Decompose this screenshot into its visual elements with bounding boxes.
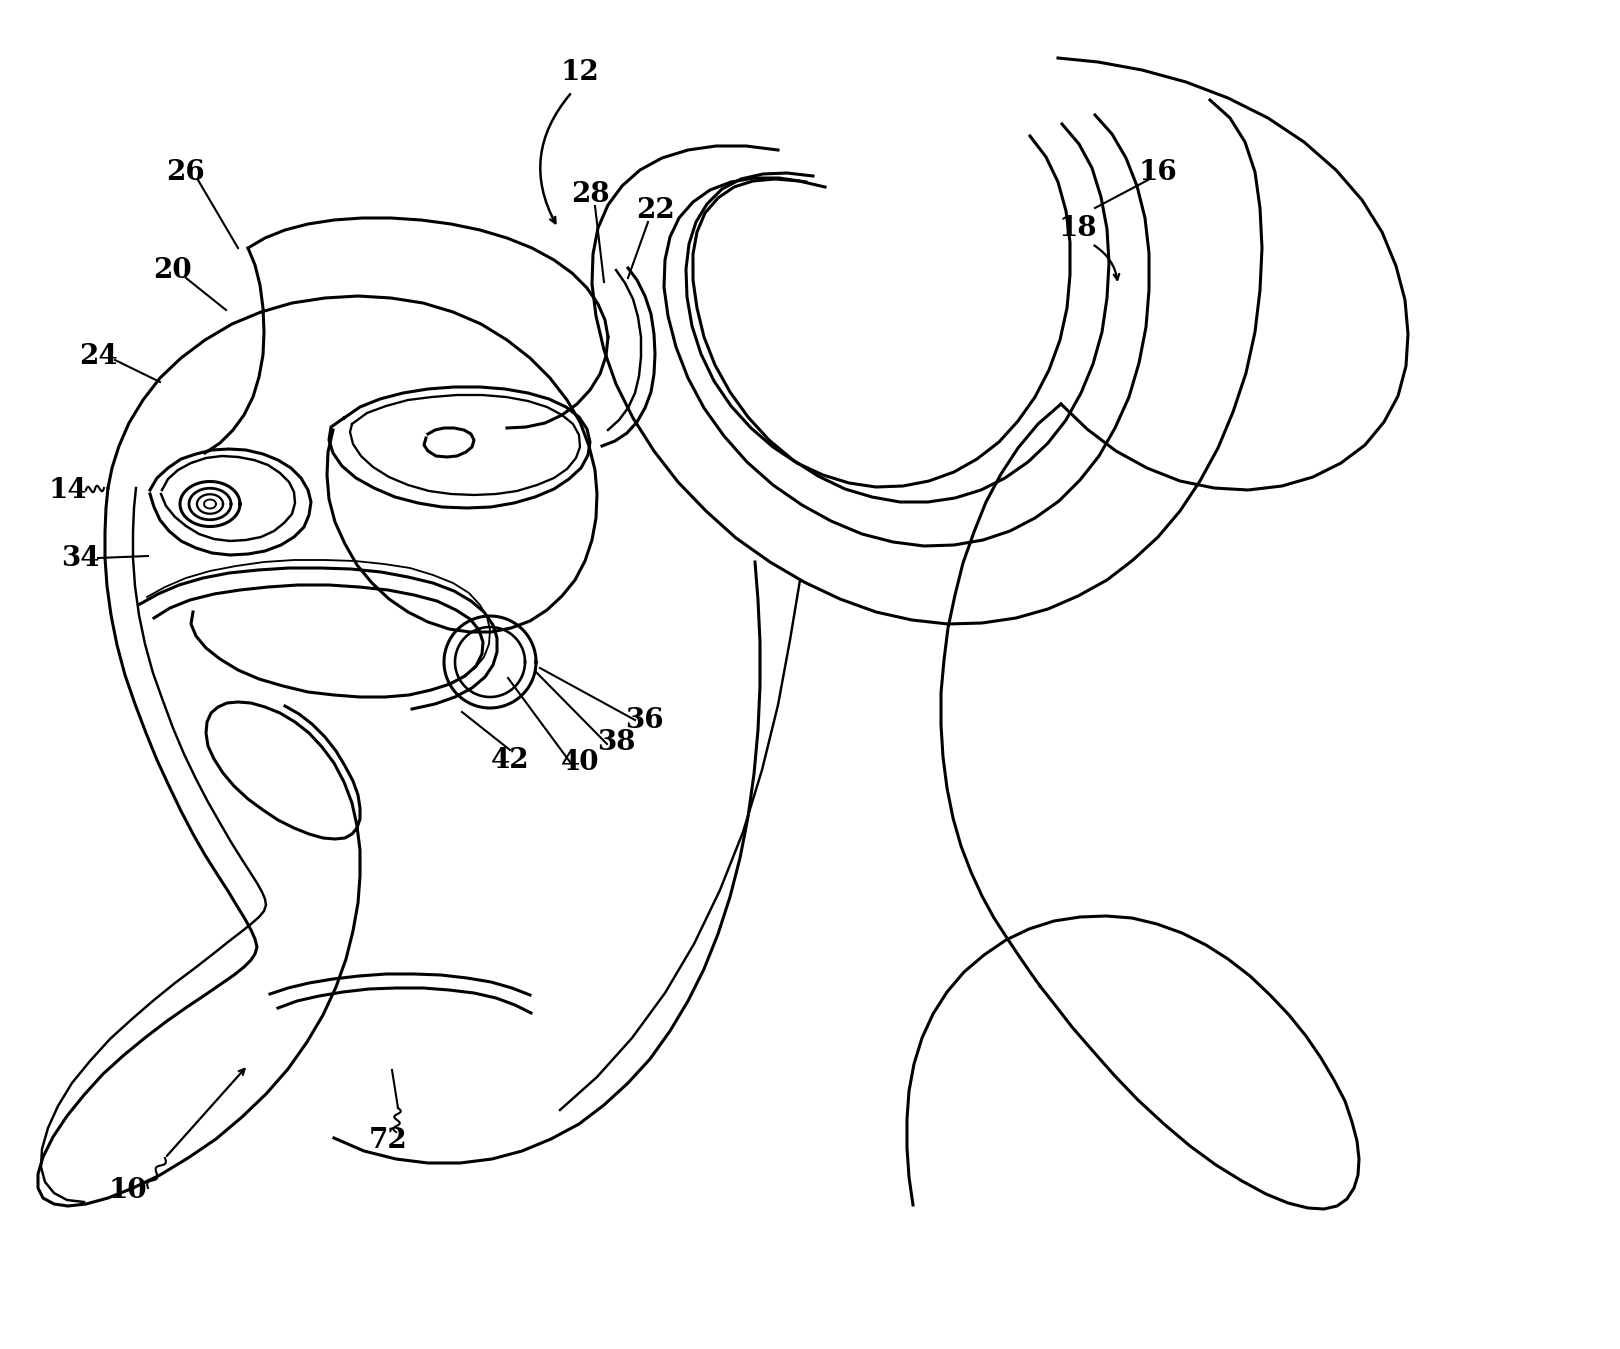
Text: 22: 22 — [635, 197, 674, 224]
Text: 26: 26 — [165, 158, 204, 186]
Text: 20: 20 — [152, 256, 191, 283]
Text: 12: 12 — [561, 58, 599, 85]
Text: 16: 16 — [1139, 158, 1178, 186]
Text: 40: 40 — [561, 749, 599, 776]
Text: 24: 24 — [79, 343, 117, 370]
Text: 72: 72 — [369, 1126, 407, 1153]
Text: 14: 14 — [49, 476, 87, 503]
Text: 38: 38 — [596, 728, 635, 755]
Text: 36: 36 — [625, 707, 663, 734]
Text: 34: 34 — [62, 545, 99, 572]
Text: 28: 28 — [570, 181, 609, 208]
Text: 18: 18 — [1059, 214, 1097, 241]
Text: 10: 10 — [109, 1176, 147, 1203]
Text: 42: 42 — [491, 746, 530, 773]
